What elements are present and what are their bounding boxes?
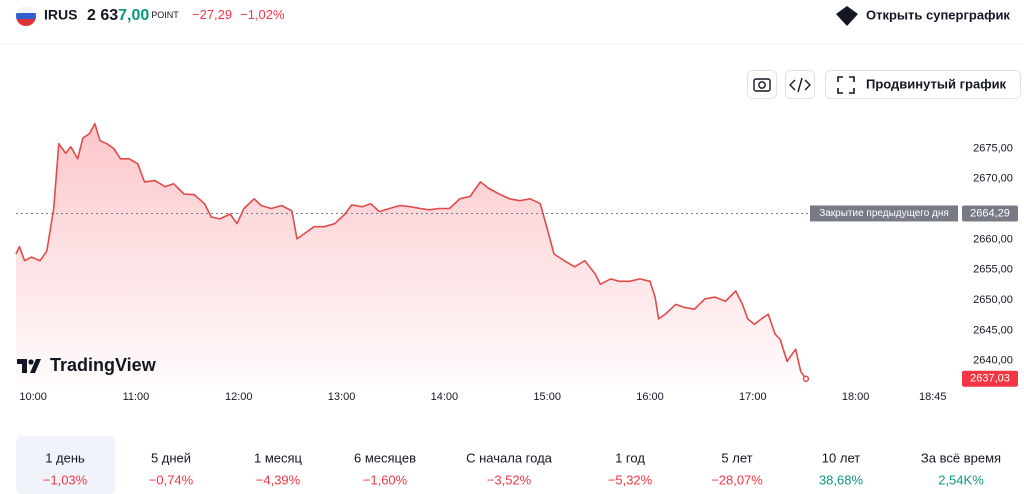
- y-tick-label: 2675,00: [973, 142, 1013, 154]
- flag-icon: [16, 6, 36, 26]
- area-fill: [16, 123, 806, 385]
- x-tick-label: 15:00: [533, 391, 561, 403]
- period-label[interactable]: 6 месяцев: [354, 450, 416, 465]
- x-tick-label: 17:00: [739, 391, 767, 403]
- period-change: −4,39%: [256, 472, 301, 487]
- watermark-text: TradingView: [50, 355, 157, 375]
- change: −27,29: [192, 7, 232, 22]
- period-label[interactable]: С начала года: [466, 450, 553, 465]
- advanced-chart-label[interactable]: Продвинутый график: [866, 76, 1007, 91]
- y-tick-label: 2640,00: [973, 355, 1013, 367]
- period-change: −3,52%: [487, 472, 532, 487]
- reference-value-tag: [962, 205, 1018, 222]
- price-tail: 7,00: [118, 7, 149, 24]
- period-label[interactable]: 10 лет: [822, 450, 860, 465]
- price-head: 2 63: [87, 7, 118, 24]
- y-tick-label: 2670,00: [973, 173, 1013, 185]
- watermark: TradingView: [17, 355, 157, 375]
- period-label[interactable]: 5 дней: [151, 450, 191, 465]
- superchart-icon: [836, 6, 858, 26]
- embed-button[interactable]: [785, 70, 815, 99]
- reference-value: 2664,29: [970, 207, 1010, 219]
- price-line: [15, 122, 807, 380]
- last-price-label: 2637,03: [970, 373, 1010, 385]
- open-link[interactable]: Открыть суперграфик: [866, 7, 1010, 22]
- open-superchart[interactable]: Открыть суперграфик: [836, 6, 1010, 26]
- x-tick-label: 16:00: [636, 391, 664, 403]
- price: 2 637,00 POINT: [87, 7, 179, 24]
- x-tick-label: 18:45: [919, 391, 947, 403]
- y-tick-label: 2645,00: [973, 324, 1013, 336]
- y-tick-label: 2660,00: [973, 233, 1013, 245]
- period-label[interactable]: За всё время: [921, 450, 1001, 465]
- reference-name: Закрытие предыдущего дня: [819, 208, 949, 219]
- x-tick-label: 12:00: [225, 391, 253, 403]
- price-change: −27,29 −1,02%: [192, 7, 285, 22]
- period-change: −1,03%: [43, 472, 88, 487]
- period-change: −1,60%: [363, 472, 408, 487]
- x-tick-label: 11:00: [123, 391, 150, 403]
- x-tick-label: 10:00: [19, 391, 47, 403]
- reference-name-tag: [810, 205, 958, 222]
- x-tick-label: 14:00: [431, 391, 459, 403]
- price-unit: POINT: [151, 10, 179, 20]
- period-label[interactable]: 1 день: [45, 450, 85, 465]
- period-change: 38,68%: [819, 472, 864, 487]
- period-label[interactable]: 1 месяц: [254, 450, 303, 465]
- advanced-chart-button[interactable]: Продвинутый график: [825, 70, 1021, 99]
- symbol: IRUS: [44, 7, 77, 23]
- snapshot-button[interactable]: [747, 70, 777, 99]
- period-change: −5,32%: [608, 472, 653, 487]
- x-tick-label: 18:00: [842, 391, 870, 403]
- period-tabs: 1 день −1,03% 5 дней −0,74% 1 месяц −4,39% 6 м…: [43, 450, 1001, 487]
- x-tick-label: 13:00: [328, 391, 356, 403]
- plot: 2640,00 2645,00 2650,00 2655,00 2660,00 2670,…: [15, 122, 1018, 403]
- last-price-tag: [962, 370, 1018, 387]
- last-point: [802, 375, 810, 382]
- period-label[interactable]: 1 год: [615, 450, 645, 465]
- period-change: −28,07%: [711, 472, 763, 487]
- y-tick-label: 2650,00: [973, 294, 1013, 306]
- period-label[interactable]: 5 лет: [721, 450, 752, 465]
- active-period-bg: [16, 436, 115, 494]
- y-tick-label: 2655,00: [973, 264, 1013, 276]
- period-change: −0,74%: [149, 472, 194, 487]
- change-percent: −1,02%: [240, 7, 285, 22]
- period-change: 2,54K%: [938, 472, 984, 487]
